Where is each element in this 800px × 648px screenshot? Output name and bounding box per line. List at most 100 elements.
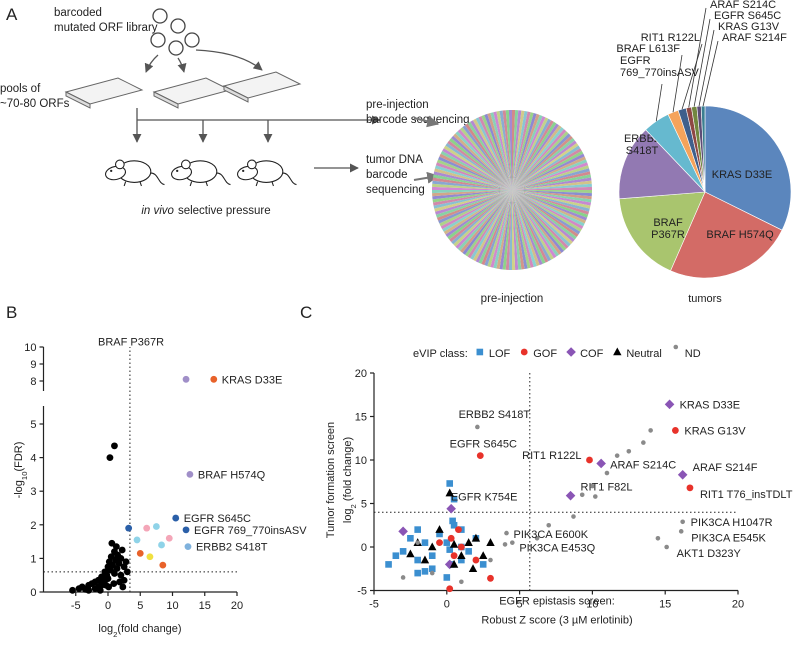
- decor-slice: [512, 113, 540, 190]
- pie-slice: [618, 191, 706, 272]
- decor-slice: [512, 190, 577, 240]
- library-label: barcoded: [54, 7, 102, 19]
- point: [69, 586, 76, 594]
- leader-line: [672, 54, 683, 113]
- point: [110, 580, 118, 587]
- decor-slice: [512, 190, 549, 263]
- y-tick-label: 3: [30, 486, 36, 498]
- y-tick-label: -5: [357, 586, 367, 598]
- point: [415, 540, 420, 545]
- pie-label: BRAF H574Q: [706, 229, 774, 241]
- pie-label: KRAS D33E: [712, 169, 773, 181]
- point: [407, 535, 414, 542]
- point: [85, 586, 93, 594]
- decor-slice: [512, 190, 582, 232]
- point: [459, 579, 464, 585]
- point: [117, 555, 125, 562]
- decor-slice: [455, 131, 512, 190]
- pie-slice: [704, 105, 792, 231]
- decor-slice: [512, 190, 592, 194]
- decor-slice: [432, 186, 512, 190]
- point: [590, 483, 595, 489]
- point-label: ARAF S214C: [610, 459, 676, 471]
- decor-slice: [472, 118, 512, 190]
- point: [435, 525, 444, 533]
- decor-slice: [508, 110, 512, 190]
- decor-slice: [512, 131, 569, 190]
- point: [143, 524, 151, 532]
- point: [534, 536, 540, 541]
- panel-label: C: [300, 303, 312, 322]
- decor-slice: [512, 190, 519, 270]
- point: [152, 523, 160, 530]
- decor-slice: [512, 190, 554, 260]
- decor-slice: [512, 171, 591, 190]
- decor-slice: [512, 168, 590, 190]
- decor-slice: [453, 133, 512, 190]
- decor-slice: [436, 159, 512, 190]
- point: [172, 514, 180, 522]
- point: [586, 456, 593, 464]
- point: [450, 552, 458, 560]
- legend-label: Neutral: [626, 348, 661, 360]
- decor-slice: [484, 113, 512, 190]
- decor-slice: [440, 190, 512, 230]
- point: [655, 536, 661, 541]
- decor-slice: [449, 138, 512, 190]
- point: [565, 490, 576, 501]
- decor-slice: [438, 190, 512, 224]
- point: [392, 552, 400, 559]
- decor-slice: [435, 165, 512, 190]
- legend-marker: [673, 344, 679, 350]
- label-part: (FDR): [13, 442, 25, 472]
- point-label: KRAS D33E: [222, 374, 283, 386]
- point-label: KRAS G13V: [684, 425, 746, 437]
- x-tick-label: 10: [166, 600, 178, 612]
- decor-slice: [434, 168, 512, 190]
- decor-slice: [512, 190, 537, 267]
- decor-slice: [512, 129, 567, 190]
- point: [104, 575, 112, 582]
- point-label: EGFR K754E: [451, 492, 518, 504]
- mouse: [169, 159, 232, 187]
- decor-slice: [490, 190, 512, 268]
- leader-line: [693, 18, 711, 107]
- panel-label: B: [6, 303, 17, 322]
- decor-slice: [512, 165, 589, 190]
- decor-slice: [445, 190, 512, 238]
- point: [479, 561, 487, 568]
- decor-slice: [432, 174, 512, 190]
- point-label: RIT1 F82L: [581, 482, 633, 494]
- y-axis-label: log2 (fold change): [342, 437, 358, 523]
- point-label: EGFR 769_770insASV: [194, 525, 307, 537]
- point-label: RIT1 T76_insTDLT: [700, 489, 793, 501]
- x-tick-label: 15: [659, 599, 671, 611]
- point: [414, 556, 421, 564]
- y-axis-label: -log10(FDR): [13, 442, 29, 499]
- pie-label: ARAF S214F: [722, 32, 787, 44]
- decor-slice: [512, 133, 571, 190]
- pie-label-line: BRAF: [653, 217, 683, 229]
- decor-slice: [512, 190, 557, 259]
- point: [428, 552, 436, 559]
- y-tick-label: 9: [30, 359, 36, 371]
- decor-slice: [449, 190, 512, 242]
- point: [428, 542, 437, 551]
- point: [443, 539, 451, 546]
- point: [210, 375, 218, 383]
- decor-slice: [436, 190, 512, 221]
- point-label: PIK3CA E600K: [513, 529, 588, 541]
- point: [406, 549, 415, 558]
- decor-slice: [512, 190, 592, 197]
- point: [464, 538, 473, 546]
- decor-slice: [512, 150, 584, 190]
- point: [475, 424, 480, 430]
- point: [593, 494, 598, 499]
- point-label: BRAF P367R: [98, 336, 164, 348]
- point: [428, 565, 436, 573]
- point: [571, 514, 576, 519]
- point: [184, 543, 192, 551]
- plate-side: [65, 91, 91, 109]
- decor-slice: [438, 156, 512, 190]
